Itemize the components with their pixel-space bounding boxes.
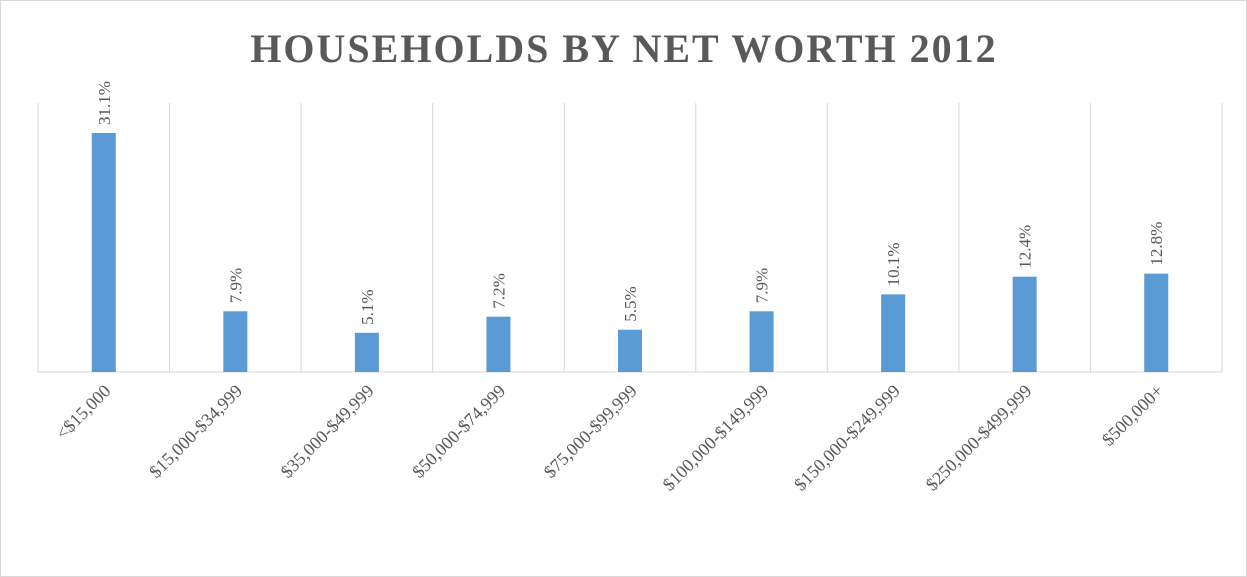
data-label: 10.1%: [884, 242, 903, 286]
bar: [1012, 276, 1037, 372]
bar: [881, 294, 906, 372]
data-label: 7.2%: [489, 273, 508, 308]
bar: [486, 316, 511, 372]
bar: [618, 329, 642, 372]
bar: [749, 311, 774, 372]
bar: [1144, 273, 1169, 372]
bar: [223, 311, 248, 372]
data-label: 31.1%: [95, 81, 114, 125]
chart-title: HOUSEHOLDS BY NET WORTH 2012: [250, 26, 997, 71]
data-label: 7.9%: [226, 268, 245, 303]
data-label: 12.4%: [1016, 225, 1035, 269]
data-label: 7.9%: [753, 268, 772, 303]
data-label: 12.8%: [1147, 222, 1166, 266]
bar: [91, 132, 116, 372]
data-label: 5.5%: [621, 286, 640, 321]
bar: [354, 332, 379, 372]
data-label: 5.1%: [358, 289, 377, 324]
